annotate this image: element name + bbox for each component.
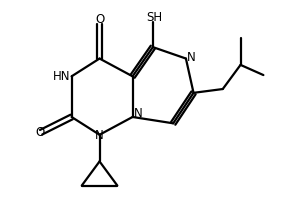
Text: N: N: [95, 129, 104, 142]
Text: SH: SH: [146, 11, 162, 24]
Text: O: O: [95, 13, 104, 26]
Text: N: N: [134, 107, 143, 121]
Text: N: N: [187, 51, 195, 64]
Text: O: O: [35, 126, 44, 139]
Text: HN: HN: [53, 70, 71, 83]
